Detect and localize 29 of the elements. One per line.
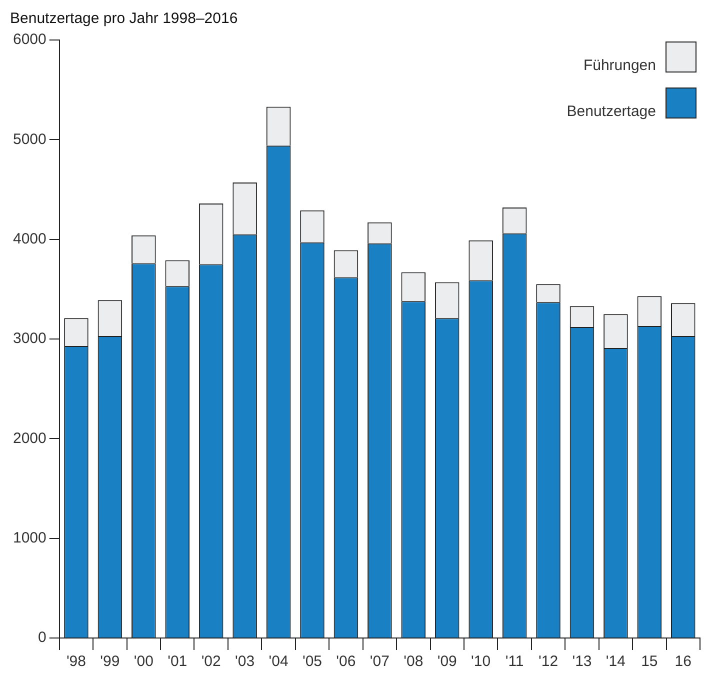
x-tick-label: 15 [641,653,658,670]
x-tick-label: '05 [302,653,322,670]
x-tick-label: 16 [674,653,692,670]
y-tick-label: 0 [38,629,46,646]
x-tick-label: '13 [572,653,592,670]
y-tick-label: 2000 [12,430,46,447]
x-tick-label: '00 [134,653,154,670]
x-tick-label: '14 [606,653,626,670]
y-tick-label: 6000 [12,31,46,48]
y-tick-label: 3000 [12,330,46,348]
x-tick-label: '04 [268,653,288,670]
legend-label: Führungen [583,57,656,74]
x-tick-label: '99 [100,653,120,670]
x-tick-label: '08 [404,653,424,670]
y-tick-label: 5000 [12,130,46,148]
x-tick-label: '10 [471,653,491,670]
x-tick-label: '11 [505,653,524,670]
x-tick-label: '01 [168,653,188,670]
x-tick-label: '98 [66,653,86,670]
y-tick-label: 1000 [12,529,46,546]
y-tick-label: 4000 [12,230,46,248]
chart-title: Benutzertage pro Jahr 1998–2016 [10,10,238,28]
x-tick-label: '03 [235,653,255,670]
x-tick-label: '12 [538,653,558,670]
x-tick-label: '09 [437,653,457,670]
legend-label: Benutzertage [566,103,656,120]
x-tick-label: '06 [336,653,356,670]
x-tick-label: '07 [370,653,390,670]
x-tick-label: '02 [201,653,221,670]
